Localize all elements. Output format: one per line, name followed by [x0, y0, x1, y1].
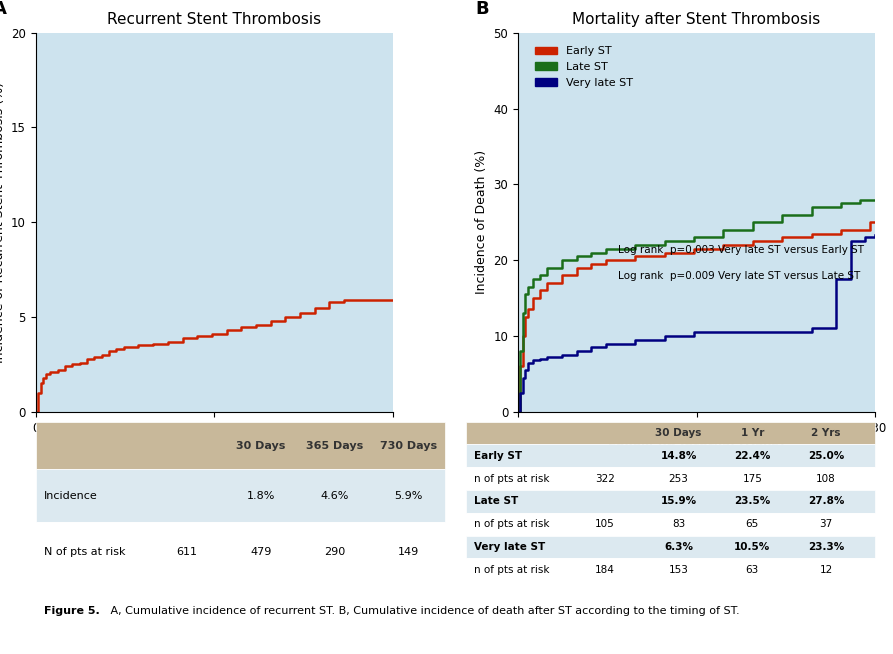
Text: 83: 83 [672, 519, 685, 529]
Text: 37: 37 [820, 519, 832, 529]
Text: 1.8%: 1.8% [246, 491, 275, 501]
Text: Late ST: Late ST [474, 496, 518, 506]
Y-axis label: Incidence of Recurrent Stent Thrombosis (%): Incidence of Recurrent Stent Thrombosis … [0, 82, 5, 363]
Text: 23.5%: 23.5% [734, 496, 771, 506]
Text: 153: 153 [669, 565, 689, 575]
FancyBboxPatch shape [465, 445, 875, 467]
FancyBboxPatch shape [465, 490, 875, 513]
Text: 365 Days: 365 Days [306, 441, 363, 451]
Text: Early ST: Early ST [474, 451, 522, 461]
Text: B: B [475, 0, 488, 18]
Text: 22.4%: 22.4% [734, 451, 771, 461]
Text: Log rank  p=0.009 Very late ST versus Late ST: Log rank p=0.009 Very late ST versus Lat… [618, 271, 860, 281]
Text: Log rank  p=0.003 Very late ST versus Early ST: Log rank p=0.003 Very late ST versus Ear… [618, 245, 864, 254]
FancyBboxPatch shape [465, 513, 875, 536]
Text: n of pts at risk: n of pts at risk [474, 565, 549, 575]
Text: 65: 65 [746, 519, 759, 529]
Y-axis label: Incidence of Death (%): Incidence of Death (%) [475, 150, 488, 294]
Text: 175: 175 [742, 473, 763, 483]
Title: Mortality after Stent Thrombosis: Mortality after Stent Thrombosis [572, 12, 821, 27]
FancyBboxPatch shape [465, 422, 875, 445]
Text: 15.9%: 15.9% [661, 496, 697, 506]
X-axis label: Follow-up Interval (Days): Follow-up Interval (Days) [608, 440, 785, 453]
FancyBboxPatch shape [36, 422, 446, 470]
Text: 108: 108 [816, 473, 836, 483]
FancyBboxPatch shape [36, 470, 446, 522]
Text: n of pts at risk: n of pts at risk [474, 519, 549, 529]
Text: 27.8%: 27.8% [808, 496, 844, 506]
Text: 30 Days: 30 Days [655, 428, 702, 438]
Text: 611: 611 [177, 547, 197, 557]
Text: Very late ST: Very late ST [474, 542, 545, 552]
Text: A: A [0, 0, 7, 18]
FancyBboxPatch shape [465, 467, 875, 490]
Text: 63: 63 [746, 565, 759, 575]
X-axis label: Follow-up Interval (Days): Follow-up Interval (Days) [126, 440, 303, 453]
Text: 25.0%: 25.0% [808, 451, 844, 461]
Text: 105: 105 [595, 519, 614, 529]
Text: 23.3%: 23.3% [808, 542, 844, 552]
Text: 6.3%: 6.3% [664, 542, 693, 552]
FancyBboxPatch shape [465, 559, 875, 581]
Text: Incidence: Incidence [44, 491, 97, 501]
FancyBboxPatch shape [36, 522, 446, 581]
Title: Recurrent Stent Thrombosis: Recurrent Stent Thrombosis [107, 12, 321, 27]
Text: 184: 184 [595, 565, 614, 575]
Text: 479: 479 [250, 547, 271, 557]
Text: 2 Yrs: 2 Yrs [811, 428, 840, 438]
Text: 5.9%: 5.9% [394, 491, 422, 501]
Text: n of pts at risk: n of pts at risk [474, 473, 549, 483]
Text: N of pts at risk: N of pts at risk [44, 547, 125, 557]
Text: 14.8%: 14.8% [661, 451, 697, 461]
Text: 10.5%: 10.5% [734, 542, 771, 552]
Text: 30 Days: 30 Days [237, 441, 286, 451]
Text: 12: 12 [820, 565, 832, 575]
Text: Figure 5.: Figure 5. [44, 606, 100, 616]
FancyBboxPatch shape [465, 536, 875, 559]
Text: 1 Yr: 1 Yr [740, 428, 764, 438]
Text: 730 Days: 730 Days [380, 441, 437, 451]
Text: 4.6%: 4.6% [321, 491, 349, 501]
Legend: Early ST, Late ST, Very late ST: Early ST, Late ST, Very late ST [530, 42, 638, 92]
Text: A, Cumulative incidence of recurrent ST. B, Cumulative incidence of death after : A, Cumulative incidence of recurrent ST.… [107, 606, 739, 616]
Text: 149: 149 [397, 547, 419, 557]
Text: 253: 253 [669, 473, 689, 483]
Text: 322: 322 [595, 473, 614, 483]
Text: 290: 290 [324, 547, 346, 557]
